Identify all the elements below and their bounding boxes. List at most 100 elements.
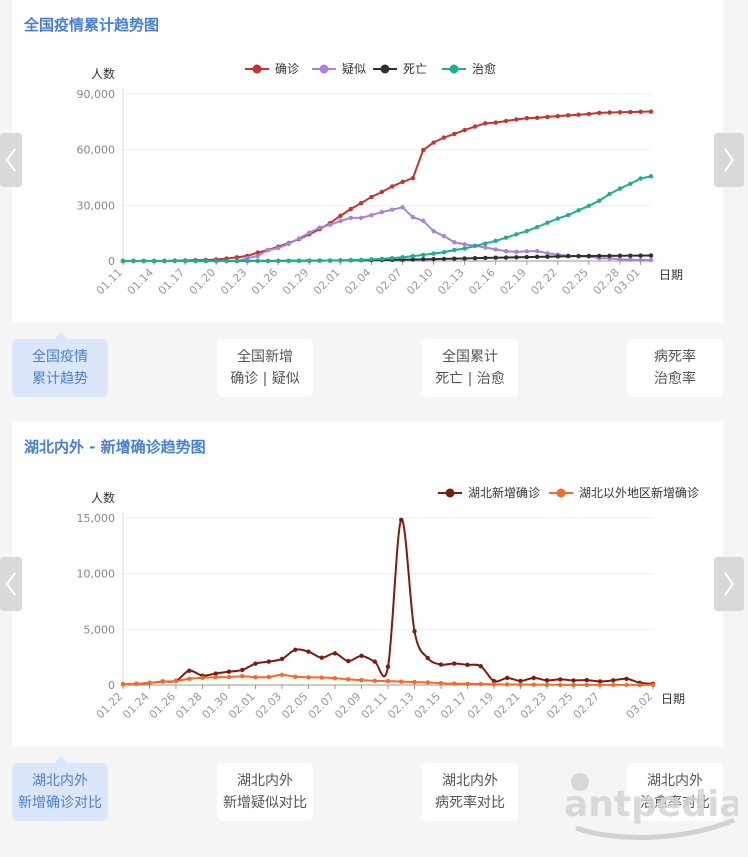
prev-chart-button[interactable] bbox=[0, 133, 22, 187]
x-tick-label: 01.20 bbox=[187, 266, 218, 297]
data-point bbox=[638, 176, 643, 181]
data-point bbox=[617, 253, 623, 258]
data-point bbox=[505, 675, 510, 681]
tab-label-line: 全国累计 bbox=[442, 349, 498, 365]
data-point bbox=[493, 120, 498, 125]
chart-tab-1[interactable]: 全国疫情 累计趋势 bbox=[12, 332, 108, 397]
data-point bbox=[327, 222, 333, 227]
x-tick-label: 02.03 bbox=[253, 690, 284, 721]
data-point bbox=[483, 241, 488, 246]
data-point bbox=[279, 656, 285, 662]
series-line-2 bbox=[123, 206, 652, 262]
data-point bbox=[306, 675, 311, 680]
data-point bbox=[348, 206, 353, 212]
data-point bbox=[531, 682, 536, 687]
data-point bbox=[545, 254, 550, 259]
chart-tab-1[interactable]: 湖北内外新增确诊对比 bbox=[12, 756, 108, 821]
tab-label-line: 治愈率 bbox=[654, 371, 696, 387]
data-point bbox=[571, 682, 576, 688]
data-point bbox=[624, 676, 629, 681]
legend-marker bbox=[449, 64, 459, 74]
x-tick-label: 02.13 bbox=[385, 690, 416, 721]
data-point bbox=[412, 679, 417, 685]
data-point bbox=[431, 256, 436, 262]
data-point bbox=[332, 651, 338, 656]
tab-label-line: 湖北内外 bbox=[442, 773, 498, 789]
data-point bbox=[650, 682, 656, 688]
data-point bbox=[514, 249, 519, 255]
chart-tab-3[interactable]: 全国累计 死亡 | 治愈 bbox=[422, 339, 518, 397]
data-point bbox=[628, 257, 633, 262]
data-point bbox=[421, 252, 426, 258]
tab-label-line: 治愈率对比 bbox=[640, 795, 710, 811]
data-point bbox=[597, 253, 602, 259]
chart-title: 全国疫情累计趋势图 bbox=[24, 16, 160, 34]
next-chart-button[interactable] bbox=[714, 557, 744, 611]
tab-label-line: 确诊 | 疑似 bbox=[230, 371, 300, 387]
data-point bbox=[545, 220, 550, 225]
data-point bbox=[438, 662, 444, 667]
data-point bbox=[359, 653, 364, 659]
legend-item-1: 确诊 bbox=[245, 62, 299, 76]
data-point bbox=[346, 677, 351, 682]
data-point bbox=[317, 258, 322, 263]
data-point bbox=[617, 186, 623, 191]
chart-tab-4[interactable]: 湖北内外 治愈率对比 bbox=[627, 763, 723, 821]
chart-tab-2[interactable]: 湖北内外 新增疑似对比 bbox=[217, 763, 313, 821]
x-tick-label: 02.22 bbox=[528, 266, 559, 297]
legend-marker bbox=[319, 64, 329, 74]
data-point bbox=[213, 671, 218, 676]
data-point bbox=[266, 674, 271, 680]
data-point bbox=[648, 109, 654, 114]
data-point bbox=[266, 659, 271, 664]
x-tick-label: 02.13 bbox=[435, 266, 466, 297]
y-tick-label: 0 bbox=[108, 255, 115, 268]
data-point bbox=[544, 678, 550, 683]
data-point bbox=[586, 111, 592, 117]
data-point bbox=[255, 258, 260, 264]
tab-label: 全国累计 死亡 | 治愈 bbox=[435, 346, 505, 390]
data-point bbox=[358, 257, 364, 263]
data-point bbox=[338, 213, 343, 219]
prev-chart-button[interactable] bbox=[0, 557, 22, 611]
x-tick-label: 02.19 bbox=[465, 690, 496, 721]
y-tick-label: 0 bbox=[108, 679, 115, 692]
legend-marker bbox=[252, 64, 262, 74]
chart-tab-3[interactable]: 湖北内外 病死率对比 bbox=[422, 763, 518, 821]
data-point bbox=[628, 253, 633, 258]
x-tick-label: 02.15 bbox=[412, 690, 443, 721]
data-point bbox=[131, 258, 136, 264]
legend-item-1: 湖北新增确诊 bbox=[438, 485, 540, 500]
data-point bbox=[648, 174, 654, 179]
data-point bbox=[607, 110, 612, 115]
legend-item-3: 死亡 bbox=[373, 62, 427, 76]
chart-tab-4[interactable]: 病死率 治愈率 bbox=[627, 339, 723, 397]
data-point bbox=[431, 251, 436, 256]
data-point bbox=[389, 184, 395, 189]
data-point bbox=[637, 682, 642, 688]
data-point bbox=[638, 109, 643, 114]
hubei-new-confirmed-trend-chart: 05,00010,00015,000人数日期01.2201.2401.2601.… bbox=[77, 485, 700, 721]
next-chart-button[interactable] bbox=[714, 133, 744, 187]
data-point bbox=[327, 258, 333, 263]
data-point bbox=[534, 224, 540, 230]
data-point bbox=[421, 257, 426, 262]
data-point bbox=[452, 240, 457, 245]
data-point bbox=[162, 258, 167, 264]
y-tick-label: 60,000 bbox=[77, 144, 116, 157]
data-point bbox=[503, 249, 509, 254]
data-point bbox=[253, 661, 258, 666]
tab-label-line: 新增确诊对比 bbox=[18, 795, 102, 811]
tab-label-line: 湖北内外 bbox=[32, 773, 88, 789]
data-point bbox=[478, 681, 483, 687]
data-point bbox=[503, 255, 509, 260]
data-point bbox=[607, 191, 612, 197]
data-point bbox=[462, 246, 467, 251]
legend-item-4: 治愈 bbox=[442, 61, 496, 76]
data-point bbox=[400, 179, 405, 185]
data-point bbox=[193, 258, 198, 264]
data-point bbox=[358, 200, 364, 206]
data-point bbox=[369, 212, 374, 218]
chart-tab-2[interactable]: 全国新增 确诊 | 疑似 bbox=[217, 339, 313, 397]
